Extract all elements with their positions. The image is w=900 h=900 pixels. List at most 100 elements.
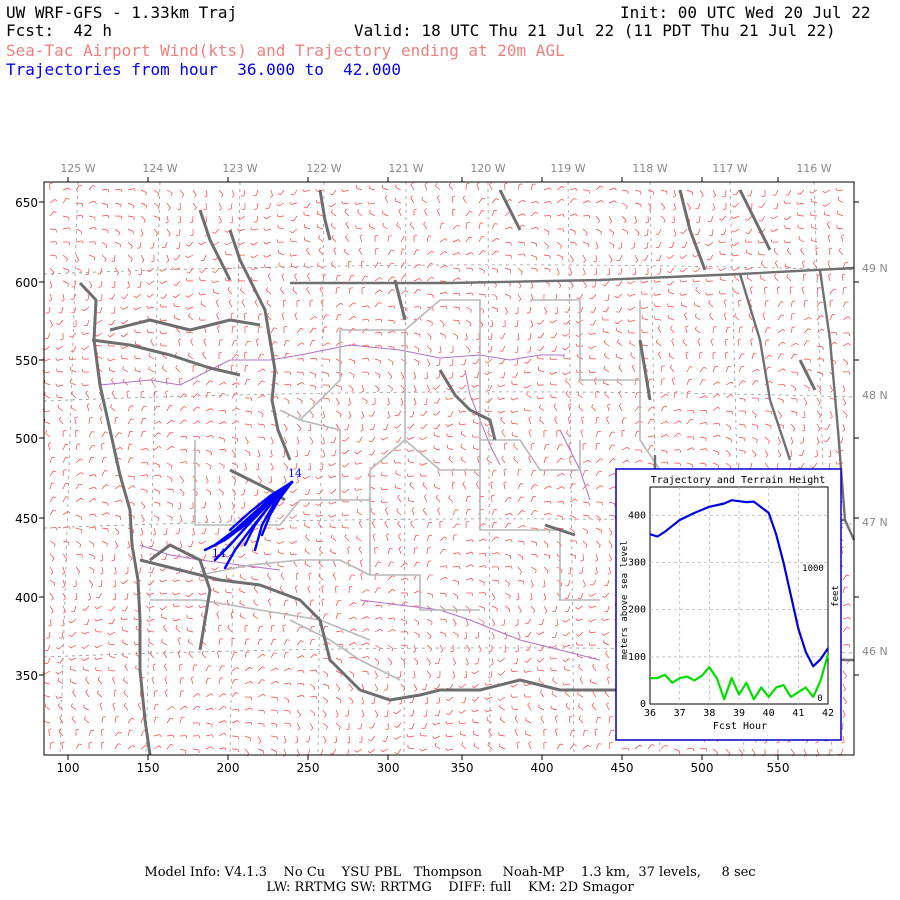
wind-barb-flag: [551, 350, 555, 352]
wind-barb: [500, 419, 506, 425]
wind-barb: [686, 418, 691, 425]
wind-barb-flag: [289, 551, 292, 555]
wind-barb: [101, 254, 107, 260]
wind-barb-flag: [679, 463, 682, 467]
wind-barb: [582, 228, 588, 234]
wind-barb: [218, 448, 225, 451]
wind-barb: [685, 327, 688, 334]
wind-barb: [659, 267, 662, 274]
wind-barb-flag: [734, 313, 737, 317]
wind-barb: [577, 618, 584, 622]
wind-barb-flag: [391, 362, 394, 366]
wind-barb-flag: [510, 410, 513, 413]
wind-barb-flag: [337, 688, 340, 692]
wind-barb-flag: [783, 200, 786, 204]
wind-barb: [451, 197, 454, 204]
wind-barb-flag: [842, 390, 846, 393]
wind-barb-flag: [263, 227, 266, 231]
wind-barb: [593, 306, 597, 313]
wind-barb: [374, 657, 380, 663]
wind-barb: [725, 327, 728, 334]
wind-barb-flag: [554, 624, 558, 627]
wind-barb-flag: [295, 481, 299, 484]
wind-barb-flag: [491, 494, 495, 497]
wind-barb: [504, 211, 510, 217]
wind-barb-flag: [58, 703, 60, 707]
wind-barb: [608, 566, 612, 573]
wind-barb: [153, 189, 160, 194]
wind-barb-flag: [341, 200, 344, 204]
wind-barb-flag: [112, 676, 115, 679]
wind-barb: [127, 188, 134, 191]
wind-barb: [270, 436, 274, 443]
wind-barb-flag: [260, 353, 264, 355]
wind-barb-flag: [53, 509, 57, 512]
wind-barb: [296, 682, 304, 685]
wind-barb-flag: [692, 254, 695, 257]
wind-barb-flag: [472, 362, 476, 365]
wind-barb-flag: [237, 242, 240, 245]
wind-barb: [777, 314, 782, 321]
wind-barb-flag: [218, 351, 222, 354]
wind-barb-flag: [498, 362, 502, 365]
wind-barb: [140, 488, 147, 491]
wind-barb: [712, 228, 714, 236]
wind-barb: [244, 666, 250, 672]
wind-barb-flag: [55, 229, 57, 233]
wind-barb: [556, 618, 559, 626]
wind-barb-flag: [512, 376, 516, 378]
wind-barb: [374, 670, 378, 677]
wind-barb-flag: [550, 336, 554, 339]
wind-barb: [101, 431, 106, 438]
wind-barb: [478, 538, 485, 542]
wind-barb-flag: [560, 457, 564, 460]
wind-barb-flag: [81, 332, 84, 335]
wind-barb: [266, 289, 272, 295]
wind-barb-flag: [844, 701, 847, 705]
wind-barb: [465, 332, 468, 339]
wind-barb: [439, 223, 442, 230]
wind-barb: [109, 631, 116, 636]
wind-barb: [218, 381, 225, 386]
wind-barb-flag: [786, 247, 790, 251]
wind-barb-flag: [605, 299, 609, 301]
wind-barb: [205, 475, 209, 482]
wind-barb-flag: [228, 299, 232, 303]
wind-barb: [62, 511, 68, 516]
wind-barb-flag: [140, 546, 144, 549]
wind-barb-flag: [53, 496, 57, 499]
wind-barb: [400, 290, 407, 295]
wind-barb-flag: [599, 458, 603, 461]
wind-barb-flag: [330, 222, 333, 226]
wind-barb-flag: [809, 316, 812, 320]
wind-barb-flag: [68, 241, 71, 245]
wind-barb: [114, 566, 117, 573]
wind-barb: [811, 240, 818, 243]
wind-barb-flag: [215, 299, 219, 303]
wind-barb-flag: [393, 330, 396, 334]
wind-barb-flag: [326, 674, 329, 678]
wind-barb-flag: [239, 600, 241, 604]
wind-barb: [257, 394, 264, 399]
wind-barb: [88, 185, 94, 191]
wind-barb-flag: [146, 462, 149, 466]
wind-barb: [164, 691, 168, 698]
wind-barb-flag: [111, 559, 115, 561]
wind-barb-flag: [81, 203, 83, 207]
wind-barb-flag: [70, 703, 73, 707]
wind-barb: [75, 553, 83, 556]
wind-barb-flag: [496, 237, 500, 241]
wind-barb: [166, 501, 173, 505]
wind-barb: [671, 340, 675, 347]
wind-barb-flag: [417, 622, 420, 626]
wind-barb: [426, 561, 429, 568]
wind-barb-flag: [717, 381, 721, 384]
wind-barb-flag: [351, 701, 354, 705]
wind-barb: [374, 332, 382, 334]
wind-barb-flag: [407, 426, 411, 429]
wind-barb: [734, 241, 740, 247]
wind-barb: [512, 434, 519, 438]
wind-barb-flag: [120, 447, 123, 450]
wind-barb: [166, 419, 172, 425]
wind-barb: [410, 184, 415, 191]
